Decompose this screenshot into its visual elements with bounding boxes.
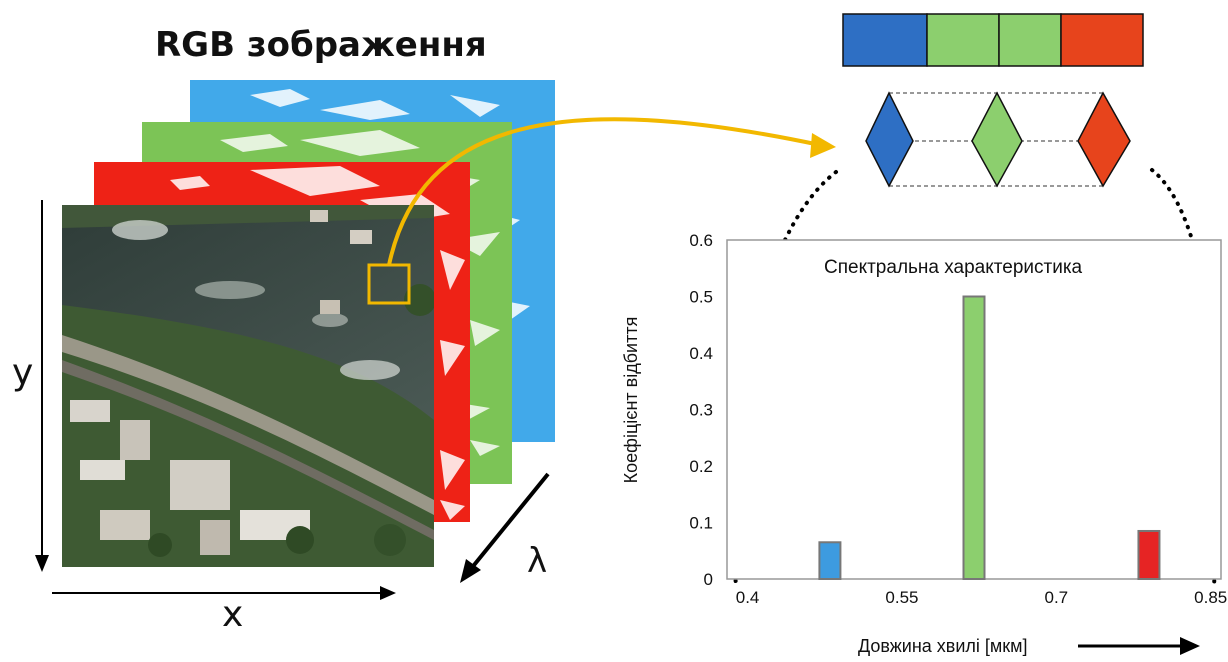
- band-bar-green-2: [998, 13, 1062, 67]
- diamond-red: [1077, 91, 1131, 188]
- y-tick-label: 0.3: [689, 401, 713, 420]
- x-axis-letter: x: [222, 594, 243, 635]
- chart-bars: [818, 295, 1161, 581]
- pixel-to-spectrum-arrow: [387, 117, 821, 266]
- band-bar-green-1: [926, 13, 1000, 67]
- lambda-axis-line: [468, 472, 550, 572]
- y-axis-arrowhead: [35, 555, 49, 572]
- x-tick-label: 0.4: [736, 588, 760, 607]
- lambda-arrowhead: [460, 559, 481, 583]
- chart-xlabel: Довжина хвилі [мкм]: [858, 636, 1028, 656]
- y-tick-label: 0.5: [689, 288, 713, 307]
- band-bar: [842, 13, 1144, 67]
- chart-title: Спектральна характеристика: [824, 257, 1083, 278]
- y-tick-label: 0.2: [689, 457, 713, 476]
- chart-ylabel: Коефіцієнт відбиття: [621, 317, 641, 484]
- y-tick-label: 0.6: [689, 231, 713, 250]
- chart-bar: [962, 295, 986, 580]
- diamond-blue: [865, 91, 914, 188]
- dotted-frame-left: [730, 170, 838, 587]
- x-tick-label: 0.7: [1045, 588, 1069, 607]
- lambda-letter: λ: [527, 541, 547, 581]
- band-diamonds: [865, 91, 1131, 188]
- y-tick-labels: 0 0.1 0.2 0.3 0.4 0.5 0.6: [689, 231, 713, 589]
- x-axis-arrowhead: [380, 586, 396, 600]
- chart-bar: [1137, 529, 1161, 580]
- image-title: RGB зображення: [155, 25, 487, 65]
- y-tick-label: 0: [704, 570, 713, 589]
- y-tick-label: 0.1: [689, 514, 713, 533]
- aerial-photo: [62, 205, 434, 567]
- x-tick-label: 0.55: [885, 588, 918, 607]
- xlabel-arrowhead: [1180, 637, 1200, 655]
- spectral-chart: Спектральна характеристика Коефіцієнт ві…: [621, 231, 1227, 656]
- x-tick-labels: 0.4 0.55 0.7 0.85: [736, 588, 1227, 607]
- y-axis-letter: y: [12, 352, 33, 393]
- band-bar-blue: [842, 13, 928, 67]
- arrow-head: [810, 133, 836, 158]
- chart-bar: [818, 541, 842, 581]
- band-bar-red: [1060, 13, 1144, 67]
- y-tick-label: 0.4: [689, 344, 713, 363]
- diamond-green: [971, 91, 1023, 188]
- x-tick-label: 0.85: [1194, 588, 1227, 607]
